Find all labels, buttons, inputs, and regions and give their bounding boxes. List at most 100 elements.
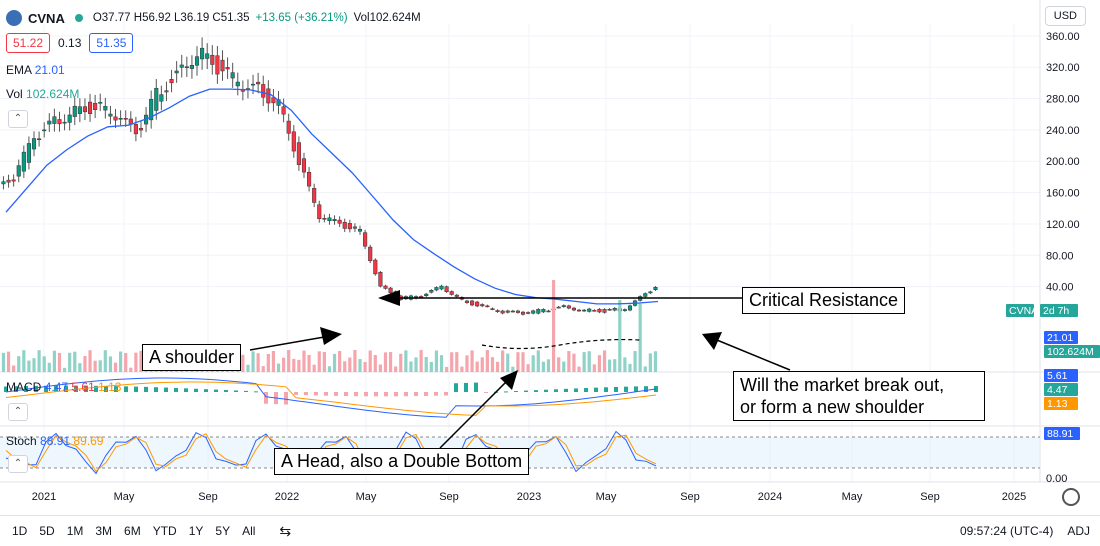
stoch-axis-label: 0.00	[1046, 473, 1067, 485]
volume-bar	[587, 351, 591, 372]
candle	[556, 306, 561, 309]
volume-bar	[485, 350, 489, 372]
volume-bar	[103, 350, 107, 372]
macd-histogram-bar	[404, 392, 408, 397]
candle	[622, 309, 627, 311]
candle	[225, 67, 230, 70]
volume-bar	[394, 366, 398, 372]
range-5d[interactable]: 5D	[39, 524, 55, 538]
volume-bar	[378, 364, 382, 372]
price-tag-macd3: 1.13	[1047, 398, 1068, 410]
volume-bar	[292, 358, 296, 372]
volume-bar	[445, 366, 449, 372]
clock-time[interactable]: 09:57:24 (UTC-4)	[959, 524, 1054, 538]
macd-histogram-bar	[144, 386, 148, 392]
macd-histogram-bar	[184, 388, 188, 392]
candle	[286, 120, 291, 134]
range-3m[interactable]: 3M	[95, 524, 113, 538]
time-axis-label: Sep	[198, 491, 218, 503]
volume-bar	[562, 361, 566, 372]
candle	[174, 70, 179, 74]
candle	[113, 116, 118, 121]
macd-histogram-bar	[34, 385, 38, 392]
bid-price[interactable]: 51.22	[6, 33, 51, 53]
volume-bar	[297, 359, 301, 372]
time-axis-label: May	[596, 491, 617, 503]
candle	[189, 65, 194, 69]
candle	[342, 221, 347, 229]
candle	[643, 293, 648, 297]
volume-value: Vol102.624M	[353, 12, 421, 24]
candle	[464, 300, 470, 303]
candle	[307, 171, 312, 187]
adj-toggle[interactable]: ADJ	[1067, 524, 1090, 538]
stoch-collapse-button[interactable]: ⌃	[8, 455, 28, 473]
volume-bar	[332, 353, 337, 372]
range-1d[interactable]: 1D	[12, 524, 28, 538]
candle	[256, 81, 261, 85]
collapse-button[interactable]: ⌃	[8, 110, 28, 128]
range-6m[interactable]: 6M	[124, 524, 141, 538]
candle	[515, 310, 520, 313]
range-all[interactable]: All	[242, 524, 256, 538]
price-tag-cvna-bg	[1006, 304, 1034, 317]
currency-selector[interactable]: USD	[1044, 6, 1086, 26]
candle	[6, 179, 11, 183]
macd-histogram-bar	[194, 388, 198, 392]
volume-bar	[582, 352, 586, 372]
volume-bar	[98, 360, 102, 372]
macd-histogram-bar	[484, 392, 488, 393]
macd-histogram-bar	[474, 382, 478, 392]
macd-histogram-bar	[244, 390, 248, 392]
volume-bar	[78, 363, 82, 372]
price-tag-ema-bg	[1044, 331, 1078, 344]
macd-histogram-bar	[634, 386, 638, 392]
ask-price[interactable]: 51.35	[89, 33, 134, 53]
volume-bar	[648, 353, 652, 372]
volume-bar	[113, 362, 118, 372]
candle	[37, 138, 42, 140]
time-axis-label: Sep	[439, 491, 459, 503]
volume-bar	[623, 357, 627, 372]
candle	[250, 83, 256, 86]
candle	[11, 179, 16, 182]
spread-value: 0.13	[58, 36, 82, 50]
volume-bar	[628, 363, 632, 372]
candle	[67, 114, 72, 123]
range-ytd[interactable]: YTD	[152, 524, 177, 538]
range-1y[interactable]: 1Y	[188, 524, 204, 538]
candle	[82, 106, 88, 113]
volume-bar	[572, 353, 576, 372]
volume-bar	[439, 355, 444, 372]
macd-histogram-bar	[44, 385, 48, 392]
symbol-name[interactable]: CVNA	[28, 10, 65, 26]
vol-legend: Vol 102.624M	[6, 87, 79, 101]
volume-bar	[465, 355, 469, 372]
candle	[357, 228, 363, 232]
range-5y[interactable]: 5Y	[215, 524, 231, 538]
volume-bar	[480, 357, 484, 372]
candle	[541, 309, 546, 313]
candle	[296, 142, 301, 165]
candle	[424, 293, 429, 297]
candle	[520, 311, 526, 315]
candle	[439, 285, 444, 290]
candle	[16, 165, 21, 177]
candle	[607, 309, 612, 311]
volume-bar	[32, 358, 36, 372]
date-range-icon[interactable]: ⇆	[279, 522, 292, 539]
candle	[419, 296, 424, 298]
candle	[602, 309, 607, 313]
annotation-question-line1: Will the market break out,	[740, 375, 945, 395]
settings-icon[interactable]	[1062, 488, 1080, 506]
macd-histogram-bar	[434, 392, 438, 396]
candle	[1, 181, 6, 185]
candle	[480, 304, 485, 307]
range-1m[interactable]: 1M	[66, 524, 84, 538]
macd-histogram-bar	[394, 392, 398, 397]
head-arrow-line	[439, 377, 511, 449]
macd-histogram-bar	[234, 390, 238, 392]
stoch-value-2: 89.69	[73, 434, 104, 448]
macd-collapse-button[interactable]: ⌃	[8, 403, 28, 421]
